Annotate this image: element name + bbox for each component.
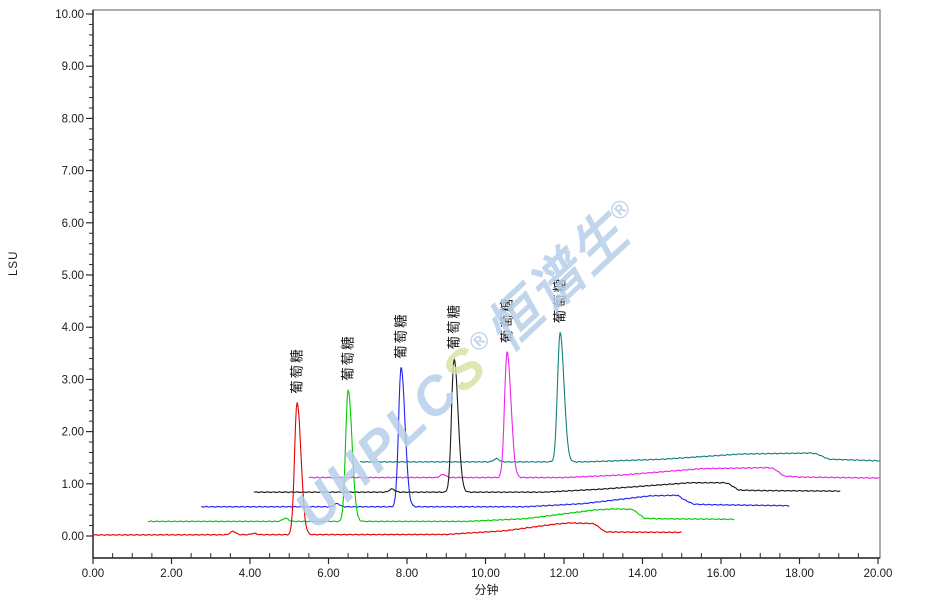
y-axis-title: LSU <box>8 250 20 276</box>
x-tick-label: 6.00 <box>317 568 339 580</box>
peak-label: 葡萄糖 <box>553 277 568 324</box>
y-tick-label: 7.00 <box>62 166 84 178</box>
x-tick-label: 8.00 <box>396 568 418 580</box>
y-tick-label: 1.00 <box>62 479 84 491</box>
x-tick-label: 10.00 <box>471 568 500 580</box>
y-tick-label: 0.00 <box>62 531 84 543</box>
x-tick-label: 18.00 <box>785 568 814 580</box>
trace-teal <box>359 331 880 463</box>
trace-black <box>253 358 841 494</box>
x-tick-label: 16.00 <box>707 568 736 580</box>
peak-label: 葡萄糖 <box>447 303 462 350</box>
y-tick-label: 3.00 <box>62 374 84 386</box>
plot-frame <box>92 9 881 559</box>
x-tick-label: 20.00 <box>864 568 893 580</box>
x-tick-label: 14.00 <box>628 568 657 580</box>
x-tick-label: 12.00 <box>550 568 579 580</box>
peak-label: 葡萄糖 <box>500 297 515 344</box>
x-tick-label: 2.00 <box>160 568 182 580</box>
x-tick-label: 0.00 <box>82 568 104 580</box>
peak-label: 葡萄糖 <box>394 312 409 359</box>
trace-blue <box>201 367 790 508</box>
y-tick-label: 4.00 <box>62 322 84 334</box>
y-tick-label: 8.00 <box>62 113 84 125</box>
peak-label: 葡萄糖 <box>290 347 305 394</box>
y-tick-label: 6.00 <box>62 218 84 230</box>
peak-label: 葡萄糖 <box>341 334 356 381</box>
x-tick-label: 4.00 <box>239 568 261 580</box>
trace-magenta <box>308 351 880 479</box>
y-tick-label: 10.00 <box>55 9 84 21</box>
y-tick-label: 2.00 <box>62 427 84 439</box>
x-axis-title: 分钟 <box>474 583 499 597</box>
y-tick-label: 9.00 <box>62 61 84 73</box>
trace-green <box>147 389 735 523</box>
trace-red <box>92 402 682 536</box>
y-tick-label: 5.00 <box>62 270 84 282</box>
